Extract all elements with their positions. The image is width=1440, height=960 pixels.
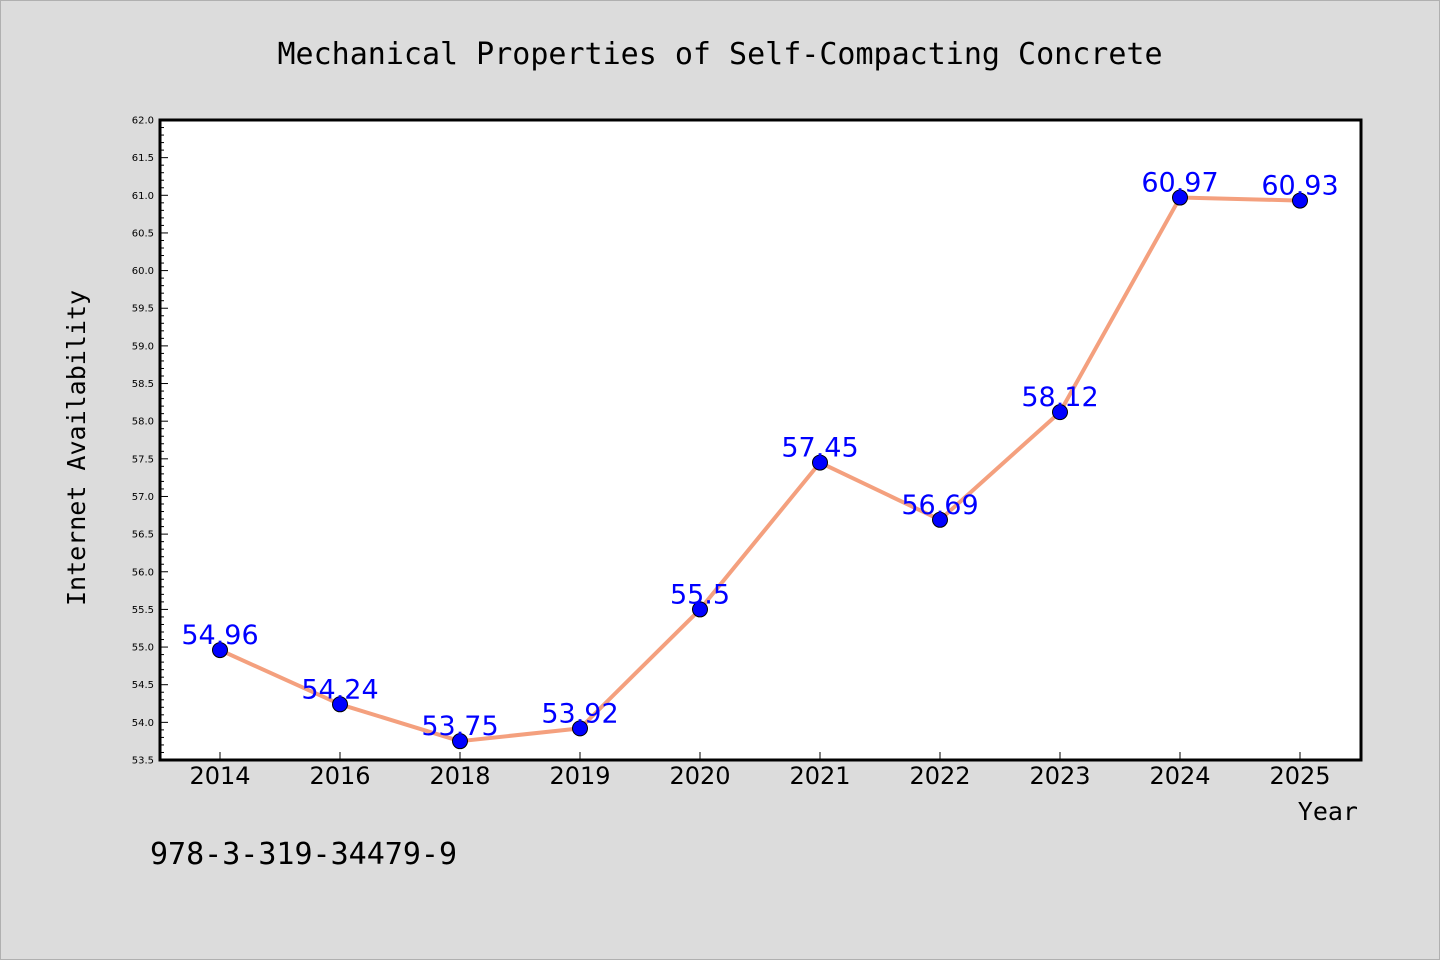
data-point: [692, 601, 708, 618]
plot-area: [158, 118, 1363, 762]
data-point: [212, 642, 228, 659]
x-tick-label: 2019: [549, 762, 610, 790]
data-label: 58.12: [1021, 382, 1098, 413]
x-axis-label: Year: [1298, 797, 1358, 826]
y-tick-label: 57.5: [132, 454, 154, 465]
data-label: 60.97: [1141, 168, 1218, 199]
x-tick-label: 2016: [309, 762, 370, 790]
data-point: [1052, 404, 1068, 421]
y-tick-label: 56.5: [132, 530, 154, 541]
data-point: [932, 511, 948, 528]
y-tick-label: 62.0: [132, 116, 154, 127]
y-tick-label: 56.0: [132, 567, 154, 578]
data-label: 54.24: [301, 674, 378, 705]
y-tick-label: 54.0: [132, 718, 154, 729]
y-tick-label: 60.5: [132, 228, 154, 239]
data-point: [332, 696, 348, 713]
data-point: [1292, 192, 1308, 209]
data-label: 55.5: [670, 579, 730, 610]
x-tick-label: 2023: [1029, 762, 1090, 790]
x-tick-label: 2024: [1149, 762, 1210, 790]
y-tick-label: 59.0: [132, 341, 154, 352]
x-axis: 2014 2016 2018 2019 2020 2021 2022 2023 2024 2025: [189, 752, 1331, 790]
y-tick-label: 59.5: [132, 304, 154, 315]
y-tick-label: 54.5: [132, 680, 154, 691]
x-tick-label: 2014: [189, 762, 250, 790]
x-tick-label: 2022: [909, 762, 970, 790]
footer-code: 978-3-319-34479-9: [150, 837, 457, 872]
data-label: 56.69: [901, 490, 978, 521]
y-axis: 53.5 54.0 54.5 55.0 55.5 56.0 56.5 57.0 57.5 58.0…: [132, 116, 168, 767]
data-label: 57.45: [781, 433, 858, 464]
data-label: 60.93: [1261, 171, 1338, 202]
y-tick-label: 58.0: [132, 417, 154, 428]
y-tick-label: 58.5: [132, 379, 154, 390]
y-tick-label: 55.5: [132, 605, 154, 616]
data-label: 54.96: [181, 620, 258, 651]
y-tick-label: 61.5: [132, 153, 154, 164]
x-tick-label: 2020: [669, 762, 730, 790]
data-point: [572, 720, 588, 737]
y-tick-label: 57.0: [132, 492, 154, 503]
y-tick-label: 53.5: [132, 756, 154, 767]
y-tick-label: 60.0: [132, 266, 154, 277]
data-point: [1172, 189, 1188, 206]
series-line: [218, 195, 1302, 744]
x-tick-label: 2021: [789, 762, 850, 790]
y-axis-label: Internet Availability: [62, 290, 91, 606]
data-label: 53.92: [541, 698, 618, 729]
y-tick-label: 55.0: [132, 643, 154, 654]
series-layer: 54.96 54.24 53.75 53.92 55.5 57.45 56.69 58.12 6…: [181, 168, 1339, 750]
x-tick-label: 2025: [1269, 762, 1330, 790]
x-tick-label: 2018: [429, 762, 490, 790]
y-tick-label: 61.0: [132, 191, 154, 202]
data-label: 53.75: [421, 711, 498, 742]
data-point: [812, 454, 828, 471]
chart-title: Mechanical Properties of Self-Compacting…: [277, 37, 1162, 72]
data-point: [452, 733, 468, 750]
